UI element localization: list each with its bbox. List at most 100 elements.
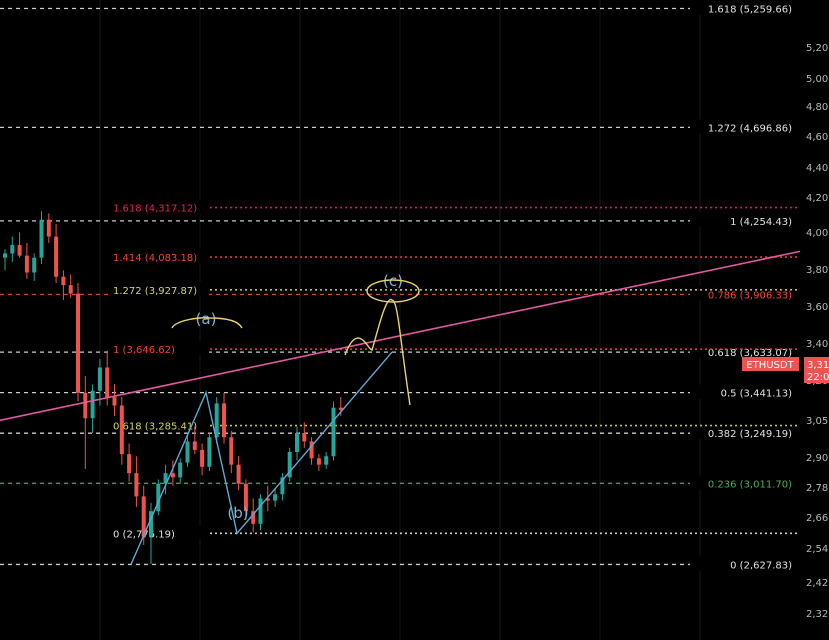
symbol-label: ETHUSDT: [746, 360, 794, 371]
price-axis-tick: 5,20: [806, 43, 828, 54]
fib-main-label: 0.382 (3,249.19): [708, 429, 792, 440]
candle-body: [236, 464, 241, 484]
price-axis-tick: 4,60: [806, 132, 828, 143]
candle-body: [265, 498, 270, 501]
fib-ext-label-bg: [109, 249, 209, 264]
candle-body: [54, 236, 59, 277]
candle-body: [68, 285, 73, 294]
price-axis-tick: 4,00: [806, 228, 828, 239]
candle-body: [280, 477, 285, 495]
candle-body: [39, 219, 44, 258]
countdown-label: 22:0: [807, 372, 829, 383]
candle-body: [46, 219, 51, 237]
candle-body: [316, 458, 321, 465]
fib-main-label-bg: [690, 0, 796, 15]
candle-body: [287, 452, 292, 478]
fib-main-label-bg: [690, 384, 796, 399]
fib-ext-label: 1.414 (4,083.18): [113, 253, 197, 264]
price-axis-tick: 2,42: [806, 578, 828, 589]
fib-main-label: 0.618 (3,633.07): [708, 348, 792, 359]
fib-main-label-bg: [690, 556, 796, 571]
fib-ext-label-bg: [109, 199, 209, 214]
candle-body: [24, 255, 29, 273]
fib-ext-label-bg: [109, 417, 209, 432]
candle-body: [134, 473, 139, 497]
candle-body: [338, 407, 343, 410]
fib-main-label-bg: [690, 475, 796, 490]
fib-ext-label-bg: [109, 525, 209, 540]
projection-curve: [344, 299, 411, 406]
fib-main-label: 1.272 (4,696.86): [708, 123, 792, 134]
last-price-label: 3,31: [807, 360, 829, 371]
grid-layer: [99, 0, 701, 640]
candle-body: [214, 403, 219, 438]
fib-ext-label: 1 (3,646.62): [113, 345, 175, 356]
price-axis-tick: 4,20: [806, 193, 828, 204]
price-axis-tick: 5,00: [806, 74, 828, 85]
candle-body: [295, 433, 299, 453]
price-axis-tick: 3,05: [806, 416, 828, 427]
fib-main-label: 0.236 (3,011.70): [708, 479, 792, 490]
candles: [3, 211, 343, 564]
fib-main-label: 0.5 (3,441.13): [721, 389, 793, 400]
candle-body: [331, 407, 336, 457]
candle-body: [76, 293, 80, 393]
candle-body: [170, 473, 175, 478]
wave-c-circle: [366, 279, 420, 303]
price-axis-tick: 3,40: [806, 339, 828, 350]
symbol-badge: [742, 357, 799, 371]
candle-body: [178, 462, 183, 478]
wave-a-marker: [171, 317, 243, 329]
price-axis-tick: 3,80: [806, 265, 828, 276]
price-axis-tick: 4,80: [806, 102, 828, 113]
fib-ext-label-bg: [109, 341, 209, 356]
wave-path: [130, 351, 393, 565]
wave-label-a: (a): [196, 310, 217, 328]
candle-body: [83, 392, 88, 419]
candle-body: [97, 367, 102, 391]
price-axis: 5,20 5,00 4,80 4,60 4,40 4,20 4,00 3,80 3,60 3,40…: [742, 0, 829, 640]
candle-body: [17, 245, 22, 256]
wave-label-b: (b): [227, 504, 248, 522]
price-badge: [804, 357, 829, 383]
fib-main-label: 0.786 (3,906.33): [708, 290, 792, 301]
fib-ext-label-bg: [109, 281, 209, 296]
candle-body: [119, 405, 124, 455]
candle-body: [192, 441, 197, 450]
fib-ext-label: 1.618 (4,317.12): [113, 204, 197, 215]
price-axis-tick: 2,32: [806, 609, 828, 620]
fib-main-label: 1 (4,254.43): [730, 217, 792, 228]
price-axis-tick: 4,40: [806, 163, 828, 174]
candle-body: [273, 494, 278, 501]
candle-body: [207, 437, 212, 467]
candle-body: [127, 454, 132, 474]
candle-body: [10, 245, 15, 254]
candle-body: [324, 456, 329, 465]
fib-main-label: 0 (2,627.83): [730, 560, 792, 571]
price-axis-tick: 2,78: [806, 483, 828, 494]
axis-background: [800, 0, 829, 640]
candle-body: [105, 367, 110, 398]
candle-body: [302, 433, 307, 442]
fib-ext-label: 0.618 (3,285.41): [113, 422, 197, 433]
annotations: (a) (b) (c): [0, 250, 801, 565]
price-axis-tick: 3,60: [806, 302, 828, 313]
candle-body: [112, 397, 117, 406]
candle-body: [222, 403, 226, 438]
candle-body: [149, 511, 153, 537]
price-axis-tick: 2,66: [806, 513, 828, 524]
wave-label-c: (c): [383, 272, 403, 290]
candle-body: [200, 449, 205, 467]
fib-main-label: 1.618 (5,259.66): [708, 5, 792, 16]
candle-body: [251, 511, 256, 524]
candle-body: [61, 276, 66, 286]
price-axis-tick: 2,54: [806, 544, 828, 555]
candle-body: [90, 390, 95, 419]
candle-body: [229, 437, 234, 465]
price-axis-tick: 2,90: [806, 453, 828, 464]
candle-body: [163, 473, 168, 484]
candle-body: [309, 441, 314, 459]
fib-main-label-bg: [690, 344, 796, 359]
